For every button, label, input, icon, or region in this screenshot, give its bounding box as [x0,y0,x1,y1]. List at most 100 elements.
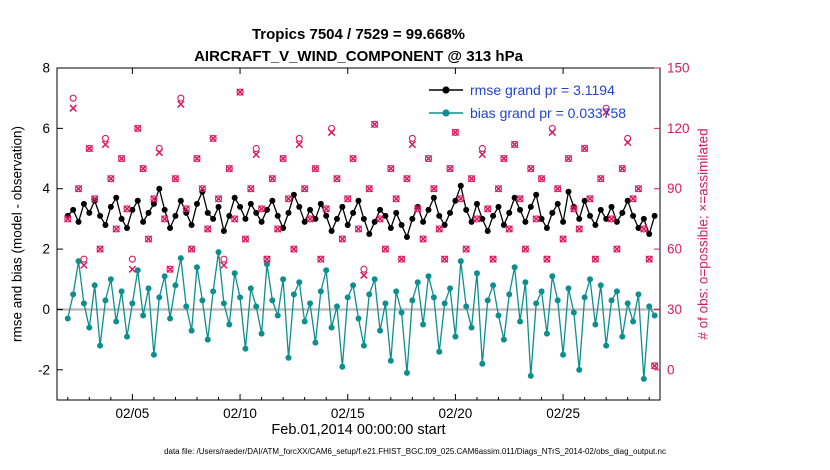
x-tick-label: 02/20 [439,406,473,421]
obs_assimilated-marker [117,154,126,163]
bias-point [603,342,610,349]
obs_possible-marker [306,215,314,223]
obs_possible-marker [344,195,352,203]
obs_possible-marker [85,144,93,153]
rmse-point [360,215,367,222]
obs_assimilated-marker [112,225,120,233]
bias-point [134,267,141,274]
obs_assimilated-marker [376,215,384,223]
bias-point [468,324,475,331]
obs_assimilated-marker [451,128,460,137]
rmse-point [533,191,540,198]
bias-point [554,297,561,304]
obs_possible-marker [139,165,147,173]
obs_possible-marker [586,195,594,203]
obs_possible-marker [101,134,110,142]
obs_assimilated-marker [290,245,298,253]
obs_possible-marker [166,265,174,273]
rmse-point [317,200,324,207]
rmse-point [635,224,642,231]
obs_possible-marker [91,195,99,203]
bias-point [597,282,604,289]
obs_assimilated-marker [327,128,336,137]
obs_possible-marker [462,245,470,253]
bias-point [409,297,416,304]
obs_possible-marker [107,175,115,183]
obs_possible-marker [123,205,131,213]
rmse-point [123,224,130,231]
x-tick-label: 02/25 [546,406,580,421]
rmse-point [177,197,184,204]
obs_assimilated-marker [607,215,616,223]
rmse-point [226,212,233,219]
obs_assimilated-marker [527,164,535,173]
bias-point [511,264,518,271]
obs_assimilated-marker [257,205,266,213]
obs_possible-marker [419,235,427,243]
rmse-point [301,218,308,225]
rmse-point [188,221,195,228]
bias-point [242,345,249,352]
right-tick-label: 150 [667,61,690,76]
obs_assimilated-marker [435,225,443,233]
rmse-point [97,212,104,219]
obs_assimilated-marker [397,255,406,263]
rmse-point [403,234,410,241]
bias-point [312,339,319,346]
rmse-point [107,203,114,210]
bias-point [64,315,71,322]
obs_possible-marker [398,255,406,263]
rmse-point [193,200,200,207]
bias-point [75,258,82,265]
obs_possible-marker [263,255,271,263]
obs_possible-marker [634,185,643,193]
obs_assimilated-marker [467,174,476,183]
rmse-point [150,200,157,207]
rmse-point [592,221,599,228]
obs_assimilated-marker [640,225,648,233]
obs_possible-marker [511,140,519,149]
bias-point [253,303,260,310]
rmse-point [495,203,502,210]
obs_assimilated-marker [198,184,207,193]
obs_assimilated-marker [80,261,88,269]
left-tick-label: 2 [42,242,50,257]
obs_possible-marker [268,175,276,183]
obs_possible-marker [645,255,653,263]
obs_assimilated-marker [96,245,104,253]
obs_assimilated-marker [564,154,573,163]
rmse-point [328,227,335,234]
bias-point [350,282,357,289]
obs_assimilated-marker [532,215,540,223]
bias-point [172,282,179,289]
rmse-point [242,215,249,222]
bias-point [560,351,567,358]
obs_assimilated-marker [101,140,110,149]
bias-point [274,312,281,319]
obs_assimilated-marker [392,195,400,203]
bias-point [247,285,254,292]
bias-point [215,249,222,256]
rmse-point [156,185,163,192]
rmse-point [172,212,179,219]
obs_assimilated-marker [591,255,600,263]
obs_possible-marker [581,144,589,153]
obs_possible-marker [177,94,185,102]
bias-point [447,285,454,292]
rmse-point [113,194,120,201]
obs_possible-marker [564,154,573,163]
obs_assimilated-marker [263,255,271,263]
bias-line-icon [429,108,463,117]
obs_assimilated-marker [236,88,244,96]
bias-point [339,363,346,370]
rmse-point [436,212,443,219]
obs_assimilated-marker [618,164,627,173]
obs_possible-marker [527,165,535,173]
rmse-point [285,209,292,216]
obs_assimilated-marker [570,205,578,213]
bias-point [220,300,227,307]
obs_assimilated-marker [440,255,449,263]
obs_assimilated-marker [284,195,293,203]
obs_assimilated-marker [349,154,357,163]
legend-item-rmse: rmse grand pr = 3.1194 [428,78,626,101]
